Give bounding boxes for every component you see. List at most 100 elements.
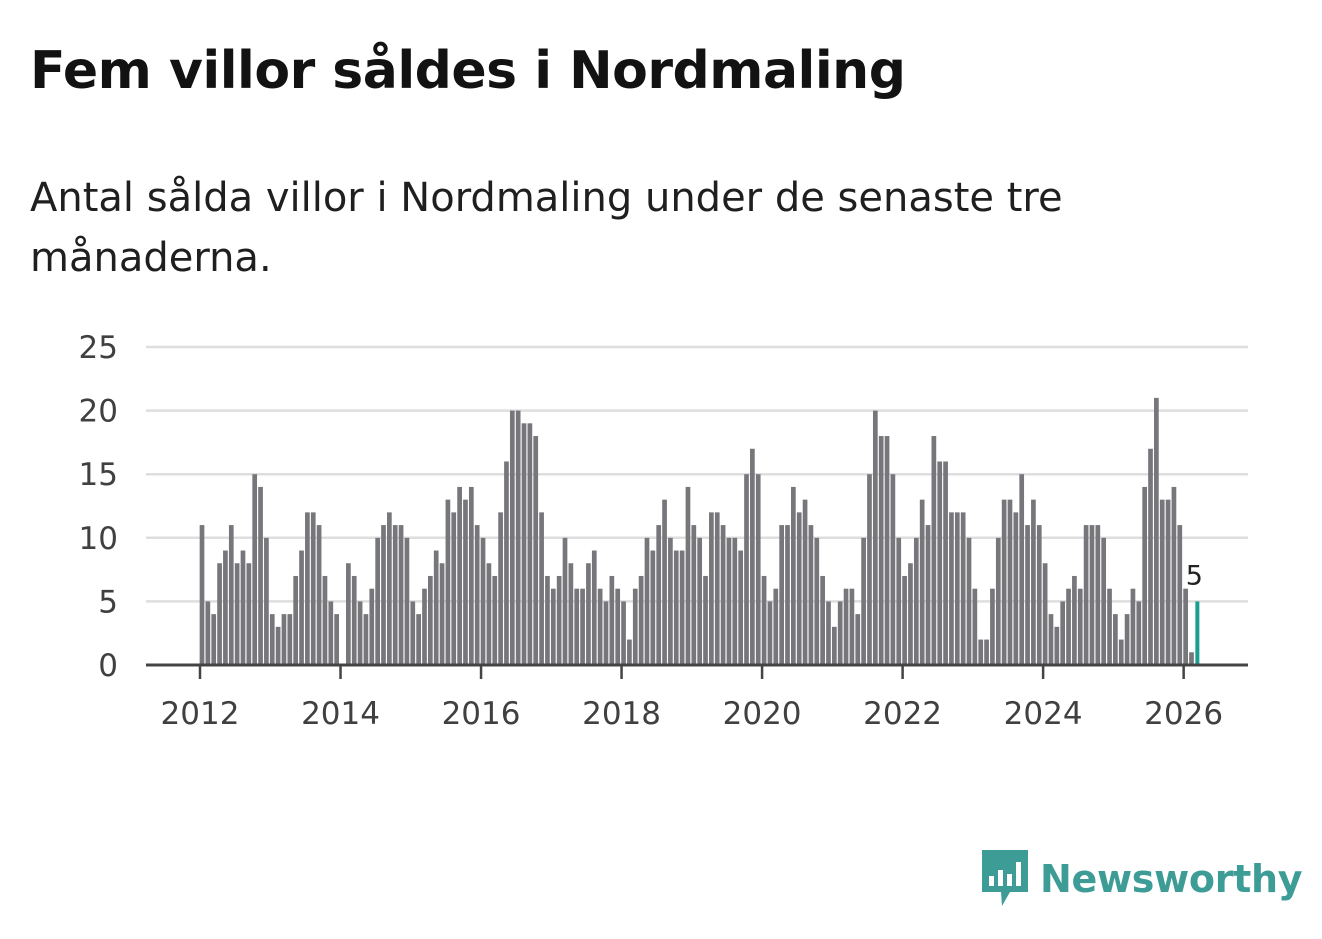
- bar: [627, 639, 632, 665]
- bar: [902, 575, 907, 665]
- bar: [1072, 575, 1077, 665]
- bar: [697, 537, 703, 665]
- y-tick-label: 25: [79, 330, 118, 366]
- bar: [445, 499, 451, 665]
- bar: [1077, 588, 1083, 665]
- bar: [387, 512, 392, 665]
- bar: [1130, 588, 1136, 665]
- y-tick-label: 0: [98, 648, 118, 684]
- x-tick-label: 2012: [161, 696, 240, 732]
- bar: [744, 474, 749, 665]
- bar: [527, 423, 533, 665]
- bar: [580, 588, 585, 665]
- y-tick-label: 5: [98, 584, 118, 620]
- bar: [855, 614, 861, 665]
- bar: [913, 537, 919, 665]
- bar: [820, 575, 825, 665]
- bar: [498, 512, 503, 665]
- bar: [615, 588, 621, 665]
- bar: [480, 537, 486, 665]
- bar: [937, 461, 943, 665]
- bar: [275, 626, 281, 665]
- bar: [872, 410, 878, 665]
- bar: [767, 601, 773, 665]
- bar: [1101, 537, 1107, 665]
- x-tick-label: 2014: [301, 696, 380, 732]
- bar: [1159, 499, 1165, 665]
- y-tick-label: 10: [79, 521, 118, 557]
- bar: [223, 550, 228, 665]
- bar: [463, 499, 468, 665]
- bar: [972, 588, 978, 665]
- bar: [568, 563, 574, 665]
- bar: [597, 588, 603, 665]
- bar: [685, 486, 691, 665]
- bar: [714, 512, 720, 665]
- bar: [269, 614, 275, 665]
- bar: [369, 588, 375, 665]
- bar: [984, 639, 989, 665]
- data-labels: 5: [1186, 560, 1203, 591]
- bar: [468, 486, 474, 665]
- bar: [1019, 474, 1025, 665]
- bar: [556, 575, 562, 665]
- bar: [995, 537, 1001, 665]
- bar: [258, 486, 263, 665]
- bar: [1148, 448, 1153, 665]
- bar: [310, 512, 316, 665]
- bar: [750, 448, 755, 665]
- bar: [726, 537, 732, 665]
- bar: [346, 563, 351, 665]
- bar: [919, 499, 925, 665]
- bar: [720, 525, 726, 665]
- bar: [755, 474, 761, 665]
- bar: [861, 537, 866, 665]
- bar: [703, 575, 708, 665]
- bar: [299, 550, 304, 665]
- bar: [1025, 525, 1030, 665]
- bar: [791, 486, 796, 665]
- bar: [1054, 626, 1060, 665]
- bar: [990, 588, 995, 665]
- bar: [381, 525, 386, 665]
- bar: [1042, 563, 1048, 665]
- bar: [1183, 588, 1188, 665]
- bar: [925, 525, 931, 665]
- bar: [632, 588, 638, 665]
- bar: [1177, 525, 1183, 665]
- bar: [662, 499, 667, 665]
- bar: [217, 563, 222, 665]
- bar: [293, 575, 299, 665]
- x-tick-label: 2018: [582, 696, 661, 732]
- bar: [1095, 525, 1101, 665]
- bar: [779, 525, 784, 665]
- bar: [328, 601, 334, 665]
- bar: [785, 525, 790, 665]
- newsworthy-logo-text: Newsworthy: [1040, 857, 1303, 901]
- x-tick-label: 2022: [863, 696, 942, 732]
- bar: [896, 537, 902, 665]
- bar: [515, 410, 521, 665]
- bar: [831, 626, 837, 665]
- bar: [954, 512, 960, 665]
- bar: [433, 550, 439, 665]
- bar: [228, 525, 234, 665]
- bar: [738, 550, 744, 665]
- newsworthy-logo: Newsworthy: [980, 848, 1303, 910]
- bar: [931, 436, 937, 665]
- bar: [1189, 652, 1194, 665]
- bar: [978, 639, 984, 665]
- bar: [410, 601, 416, 665]
- bar: [1154, 397, 1159, 665]
- bar: [1031, 499, 1036, 665]
- x-axis: [146, 663, 1248, 679]
- bar: [644, 537, 650, 665]
- bar: [264, 537, 269, 665]
- bar: [890, 474, 896, 665]
- bar: [316, 525, 322, 665]
- bar: [1124, 614, 1130, 665]
- bar: [305, 512, 310, 665]
- bar: [621, 601, 626, 665]
- bar: [1036, 525, 1042, 665]
